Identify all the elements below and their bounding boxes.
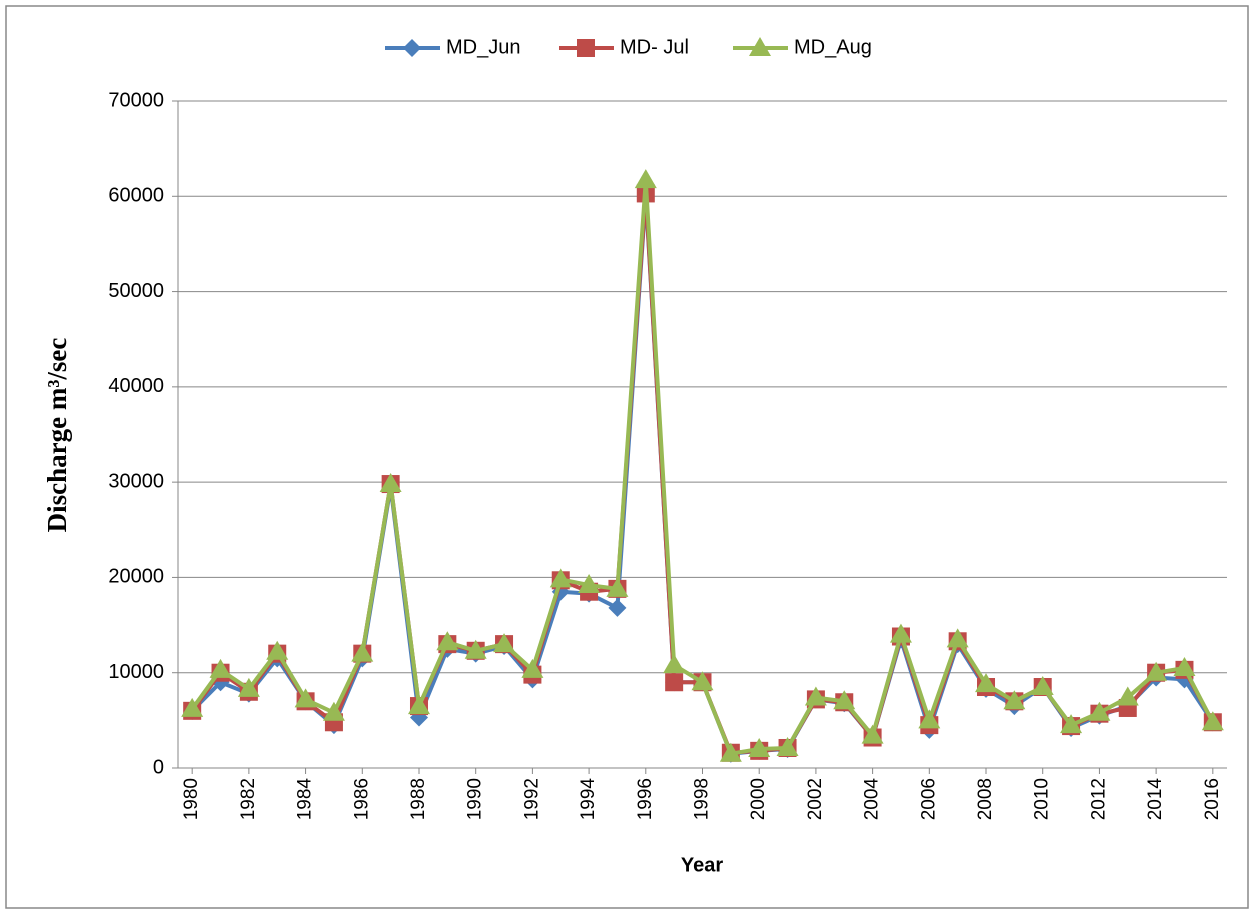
legend-label: MD- Jul [620,36,689,58]
data-point [606,577,629,597]
x-tick-label: 2012 [1088,778,1109,820]
x-tick-label: 1982 [238,778,259,820]
x-tick-label: 2016 [1202,778,1223,820]
data-point [1031,676,1054,696]
x-tick-label: 1998 [692,778,713,820]
data-point [975,673,998,693]
data-point [578,574,601,594]
data-point [719,742,742,762]
data-point [181,697,204,717]
legend-label: MD_Jun [446,36,520,58]
data-point [464,639,487,659]
y-tick-label: 70000 [108,89,164,111]
data-point [322,701,345,721]
data-point [493,633,516,653]
x-tick-label: 2014 [1145,778,1166,821]
data-point [1173,656,1196,676]
x-tick-label: 1990 [465,778,486,820]
x-tick-label: 1994 [578,778,599,821]
data-point [436,631,459,651]
data-point [294,688,317,708]
y-axis-title: Discharge m³/sec [42,338,72,533]
y-tick-label: 40000 [108,375,164,397]
y-tick-label: 60000 [108,185,164,207]
data-point [209,658,232,678]
data-point [521,658,544,678]
x-tick-label: 1984 [295,778,316,821]
data-point [833,690,856,710]
y-tick-label: 50000 [108,280,164,302]
x-tick-label: 1996 [635,778,656,820]
data-point [804,686,827,706]
x-tick-label: 1980 [181,778,202,820]
data-point [1060,714,1083,734]
data-point [608,598,627,617]
data-point [634,169,657,189]
data-point [663,654,686,674]
data-point [776,736,799,756]
data-point [1201,711,1224,731]
data-point [351,642,374,662]
x-tick-label: 2010 [1032,778,1053,820]
y-tick-label: 20000 [108,566,164,588]
data-point [748,737,771,757]
legend-label: MD_Aug [794,36,872,58]
y-tick-label: 10000 [108,661,164,683]
legend-marker [749,37,771,56]
data-point [266,640,289,660]
x-tick-label: 1986 [351,778,372,820]
y-tick-label: 30000 [108,470,164,492]
data-point [1116,686,1139,706]
data-point [946,628,969,648]
data-point [861,724,884,744]
data-point [1088,701,1111,721]
legend-marker [403,39,421,57]
data-point [665,673,684,692]
y-tick-label: 0 [153,756,164,778]
data-point [691,671,714,691]
x-axis-title: Year [681,854,723,876]
x-tick-label: 2000 [748,778,769,820]
x-tick-label: 2002 [805,778,826,820]
legend-marker [577,39,595,57]
x-tick-label: 2004 [862,778,883,821]
data-point [889,623,912,643]
x-tick-label: 2008 [975,778,996,820]
x-tick-label: 1992 [521,778,542,820]
data-point [379,473,402,493]
data-point [407,695,430,715]
data-point [237,677,260,697]
x-tick-label: 2006 [918,778,939,820]
data-point [1145,661,1168,681]
data-point [1003,690,1026,710]
data-point [549,568,572,588]
x-tick-label: 1988 [408,778,429,820]
data-point [918,709,941,729]
